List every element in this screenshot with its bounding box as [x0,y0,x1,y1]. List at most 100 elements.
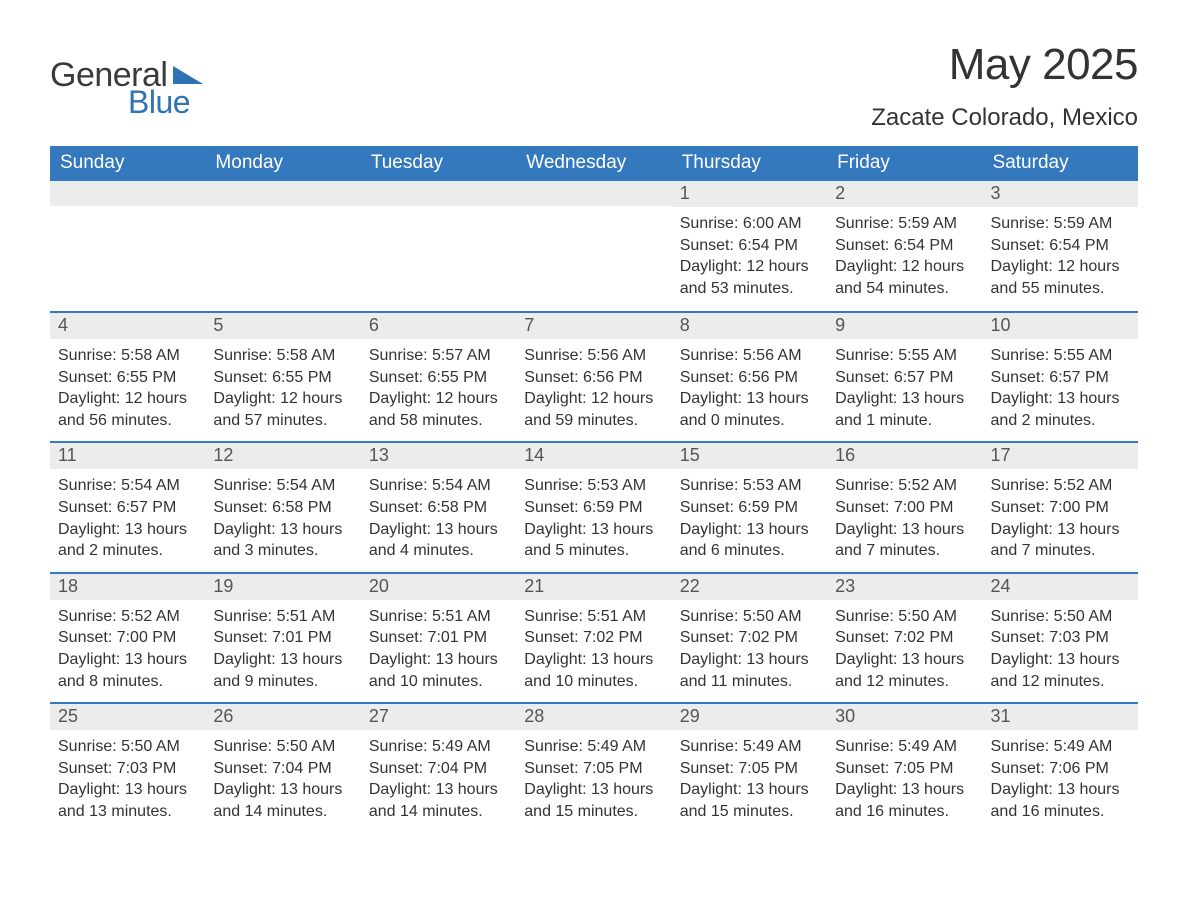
day-detail-line: Daylight: 13 hours and 5 minutes. [524,519,663,562]
day-detail-line: Sunset: 7:02 PM [835,627,974,649]
day-number: 13 [361,443,516,469]
day-number: 8 [672,313,827,339]
day-detail-line: Daylight: 13 hours and 3 minutes. [213,519,352,562]
calendar-day: 11Sunrise: 5:54 AMSunset: 6:57 PMDayligh… [50,443,205,571]
day-detail-line: Sunrise: 5:50 AM [680,606,819,628]
calendar-day: 23Sunrise: 5:50 AMSunset: 7:02 PMDayligh… [827,574,982,702]
calendar-day: 2Sunrise: 5:59 AMSunset: 6:54 PMDaylight… [827,181,982,311]
calendar-day: 25Sunrise: 5:50 AMSunset: 7:03 PMDayligh… [50,704,205,832]
day-number: 4 [50,313,205,339]
calendar-day: 29Sunrise: 5:49 AMSunset: 7:05 PMDayligh… [672,704,827,832]
calendar-day: 28Sunrise: 5:49 AMSunset: 7:05 PMDayligh… [516,704,671,832]
day-details: Sunrise: 5:50 AMSunset: 7:04 PMDaylight:… [205,730,360,832]
day-number: 30 [827,704,982,730]
day-details: Sunrise: 5:49 AMSunset: 7:04 PMDaylight:… [361,730,516,832]
brand-triangle-icon [173,66,203,84]
calendar-week: 11Sunrise: 5:54 AMSunset: 6:57 PMDayligh… [50,441,1138,571]
day-detail-line: Sunset: 7:03 PM [991,627,1130,649]
day-number [361,181,516,206]
day-details: Sunrise: 5:57 AMSunset: 6:55 PMDaylight:… [361,339,516,441]
day-number: 27 [361,704,516,730]
day-detail-line: Daylight: 13 hours and 16 minutes. [835,779,974,822]
calendar-day: 16Sunrise: 5:52 AMSunset: 7:00 PMDayligh… [827,443,982,571]
day-detail-line: Sunrise: 5:49 AM [991,736,1130,758]
day-detail-line: Daylight: 13 hours and 7 minutes. [835,519,974,562]
day-number: 20 [361,574,516,600]
calendar-day: 9Sunrise: 5:55 AMSunset: 6:57 PMDaylight… [827,313,982,441]
weekday-header: Thursday [672,146,827,181]
calendar-day: 21Sunrise: 5:51 AMSunset: 7:02 PMDayligh… [516,574,671,702]
day-details [361,206,516,222]
day-detail-line: Sunset: 6:54 PM [835,235,974,257]
calendar-day [516,181,671,311]
day-detail-line: Sunset: 6:57 PM [58,497,197,519]
calendar: SundayMondayTuesdayWednesdayThursdayFrid… [50,146,1138,833]
day-detail-line: Daylight: 13 hours and 12 minutes. [991,649,1130,692]
calendar-day: 1Sunrise: 6:00 AMSunset: 6:54 PMDaylight… [672,181,827,311]
day-detail-line: Daylight: 12 hours and 54 minutes. [835,256,974,299]
day-number: 2 [827,181,982,207]
day-detail-line: Sunrise: 5:59 AM [991,213,1130,235]
day-details: Sunrise: 5:59 AMSunset: 6:54 PMDaylight:… [827,207,982,309]
day-detail-line: Daylight: 13 hours and 14 minutes. [369,779,508,822]
calendar-day: 18Sunrise: 5:52 AMSunset: 7:00 PMDayligh… [50,574,205,702]
day-details: Sunrise: 5:50 AMSunset: 7:02 PMDaylight:… [672,600,827,702]
weekday-header: Friday [827,146,982,181]
day-detail-line: Sunrise: 5:54 AM [369,475,508,497]
day-detail-line: Sunrise: 5:56 AM [524,345,663,367]
day-detail-line: Sunrise: 6:00 AM [680,213,819,235]
day-detail-line: Daylight: 12 hours and 59 minutes. [524,388,663,431]
weeks-container: 1Sunrise: 6:00 AMSunset: 6:54 PMDaylight… [50,181,1138,833]
calendar-day: 10Sunrise: 5:55 AMSunset: 6:57 PMDayligh… [983,313,1138,441]
day-detail-line: Sunrise: 5:50 AM [58,736,197,758]
calendar-day [50,181,205,311]
day-number: 26 [205,704,360,730]
day-detail-line: Sunrise: 5:50 AM [213,736,352,758]
day-details: Sunrise: 5:55 AMSunset: 6:57 PMDaylight:… [983,339,1138,441]
day-detail-line: Sunrise: 5:50 AM [991,606,1130,628]
day-details: Sunrise: 5:58 AMSunset: 6:55 PMDaylight:… [50,339,205,441]
day-details: Sunrise: 5:49 AMSunset: 7:05 PMDaylight:… [672,730,827,832]
day-detail-line: Sunrise: 5:59 AM [835,213,974,235]
calendar-day: 3Sunrise: 5:59 AMSunset: 6:54 PMDaylight… [983,181,1138,311]
day-number: 22 [672,574,827,600]
day-detail-line: Daylight: 13 hours and 13 minutes. [58,779,197,822]
day-detail-line: Daylight: 13 hours and 2 minutes. [58,519,197,562]
day-detail-line: Sunrise: 5:52 AM [835,475,974,497]
day-details: Sunrise: 5:53 AMSunset: 6:59 PMDaylight:… [672,469,827,571]
day-detail-line: Sunrise: 5:51 AM [524,606,663,628]
calendar-day: 7Sunrise: 5:56 AMSunset: 6:56 PMDaylight… [516,313,671,441]
calendar-week: 1Sunrise: 6:00 AMSunset: 6:54 PMDaylight… [50,181,1138,311]
calendar-day: 31Sunrise: 5:49 AMSunset: 7:06 PMDayligh… [983,704,1138,832]
weekday-header: Monday [205,146,360,181]
day-number: 12 [205,443,360,469]
day-detail-line: Sunset: 7:01 PM [213,627,352,649]
day-detail-line: Sunrise: 5:50 AM [835,606,974,628]
calendar-day: 5Sunrise: 5:58 AMSunset: 6:55 PMDaylight… [205,313,360,441]
day-detail-line: Daylight: 13 hours and 15 minutes. [524,779,663,822]
day-number: 10 [983,313,1138,339]
day-detail-line: Sunset: 6:56 PM [680,367,819,389]
day-detail-line: Sunset: 6:58 PM [369,497,508,519]
day-detail-line: Sunset: 7:00 PM [58,627,197,649]
page-title: May 2025 [871,40,1138,90]
calendar-day: 6Sunrise: 5:57 AMSunset: 6:55 PMDaylight… [361,313,516,441]
day-detail-line: Sunset: 6:54 PM [991,235,1130,257]
day-detail-line: Daylight: 13 hours and 1 minute. [835,388,974,431]
day-detail-line: Daylight: 13 hours and 8 minutes. [58,649,197,692]
day-detail-line: Sunset: 6:54 PM [680,235,819,257]
calendar-day: 4Sunrise: 5:58 AMSunset: 6:55 PMDaylight… [50,313,205,441]
day-detail-line: Daylight: 12 hours and 58 minutes. [369,388,508,431]
day-detail-line: Daylight: 13 hours and 15 minutes. [680,779,819,822]
day-details [516,206,671,222]
calendar-day: 13Sunrise: 5:54 AMSunset: 6:58 PMDayligh… [361,443,516,571]
day-detail-line: Sunset: 6:55 PM [213,367,352,389]
day-detail-line: Sunrise: 5:49 AM [369,736,508,758]
weekday-header: Tuesday [361,146,516,181]
day-details: Sunrise: 5:50 AMSunset: 7:03 PMDaylight:… [50,730,205,832]
day-detail-line: Daylight: 13 hours and 9 minutes. [213,649,352,692]
calendar-day: 24Sunrise: 5:50 AMSunset: 7:03 PMDayligh… [983,574,1138,702]
brand-word-2: Blue [128,86,203,118]
day-detail-line: Sunset: 7:02 PM [680,627,819,649]
calendar-day [205,181,360,311]
